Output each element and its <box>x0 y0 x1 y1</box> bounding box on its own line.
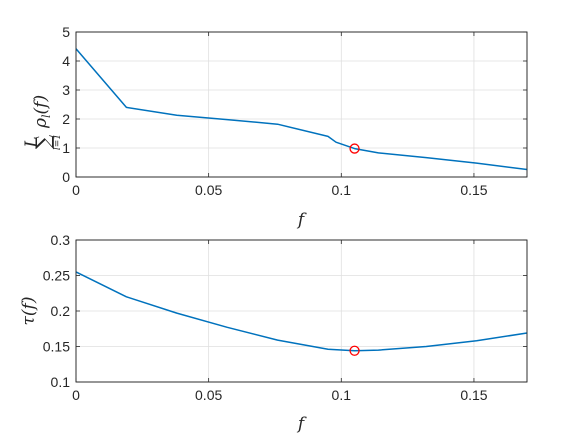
plot-area-top <box>75 31 528 178</box>
y-axis-label-rho: ρ <box>31 118 51 129</box>
y-tick-label: 5 <box>62 24 70 40</box>
optimum-marker <box>349 345 360 356</box>
x-tick-label: 0 <box>72 182 80 198</box>
y-axis-label-subscript: l <box>40 114 53 118</box>
y-tick-label: 0.15 <box>43 339 70 355</box>
chart-tau: 0 0.05 0.1 0.15 0.1 0.15 0.2 0.25 0.3 f τ(f) <box>19 232 528 434</box>
y-axis-label-body: ρl(f) <box>31 95 53 129</box>
x-axis-label-top: f <box>296 210 307 230</box>
y-tick-label: 3 <box>62 82 70 98</box>
axis-frame-top <box>75 31 528 178</box>
axis-frame-bottom <box>75 239 528 383</box>
x-tick-label: 0.1 <box>332 182 352 198</box>
grid-top <box>76 32 527 177</box>
x-tick-label: 0.05 <box>195 182 222 198</box>
x-tick-label: 0.05 <box>195 387 222 403</box>
series-line <box>75 48 528 171</box>
y-tick-label: 4 <box>62 53 70 69</box>
chart-sum-rho: 0 0.05 0.1 0.15 0 1 2 3 4 5 f L ∑ l=1 ρl(f) <box>22 24 528 230</box>
y-tick-label: 0.25 <box>43 268 70 284</box>
x-tick-label: 0.1 <box>332 387 352 403</box>
y-tick-label: 0.1 <box>51 374 71 390</box>
x-tick-label: 0 <box>72 387 80 403</box>
y-tick-label: 0.3 <box>51 232 71 248</box>
y-axis-label-sum-sign: ∑ <box>31 134 55 149</box>
y-tick-label: 2 <box>62 111 70 127</box>
y-axis-label-top: L ∑ l=1 ρl(f) <box>22 95 63 150</box>
x-tick-label: 0.15 <box>460 387 487 403</box>
markers-top <box>349 143 360 154</box>
y-tick-label: 1 <box>62 140 70 156</box>
y-tick-label: 0 <box>62 169 70 185</box>
series-bottom <box>75 271 528 352</box>
y-axis-label-arg: (f) <box>31 95 51 115</box>
series-top <box>75 48 528 171</box>
x-axis-label-bottom: f <box>296 414 307 434</box>
markers-bottom <box>349 345 360 356</box>
ticks-bottom: 0 0.05 0.1 0.15 0.1 0.15 0.2 0.25 0.3 <box>43 232 527 403</box>
y-axis-label-sum-top: L <box>22 136 42 148</box>
optimum-marker <box>349 143 360 154</box>
y-axis-label-bottom: τ(f) <box>19 297 39 326</box>
y-tick-label: 0.2 <box>51 303 71 319</box>
y-axis-label-sum-bottom: l=1 <box>53 134 63 150</box>
series-line <box>75 271 528 352</box>
grid-bottom <box>76 240 527 382</box>
ticks-top: 0 0.05 0.1 0.15 0 1 2 3 4 5 <box>62 24 527 198</box>
x-tick-label: 0.15 <box>460 182 487 198</box>
